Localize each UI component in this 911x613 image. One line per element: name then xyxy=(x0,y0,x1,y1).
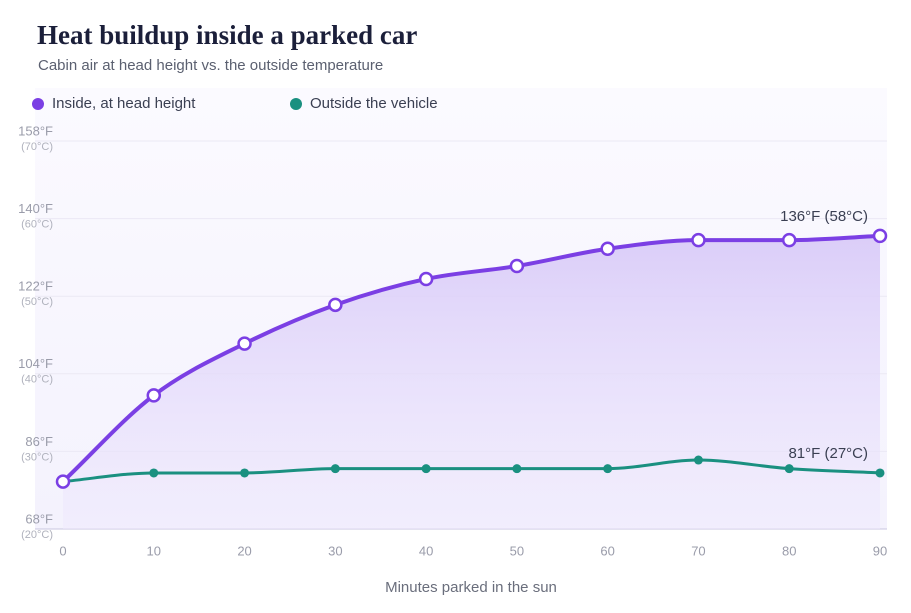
y-tick-label: 122°F xyxy=(18,279,53,294)
y-tick-label: 68°F xyxy=(25,511,53,526)
point xyxy=(240,468,250,478)
line xyxy=(61,233,881,484)
chart-subtitle: Cabin air at head height vs. the outside… xyxy=(38,57,383,74)
x-tick-label: 70 xyxy=(691,543,705,558)
point xyxy=(55,474,71,489)
point xyxy=(421,464,431,474)
x-tick-label: 50 xyxy=(510,543,524,558)
point xyxy=(237,336,252,351)
point xyxy=(330,464,340,474)
x-tick-label: 20 xyxy=(237,543,251,558)
point xyxy=(603,464,613,474)
y-tick-sublabel: (70°C) xyxy=(21,141,53,153)
point xyxy=(691,232,706,248)
y-tick-sublabel: (20°C) xyxy=(21,529,53,541)
point xyxy=(146,388,162,403)
legend-swatch xyxy=(290,98,302,110)
x-tick-label: 60 xyxy=(600,543,614,558)
line xyxy=(62,458,881,484)
point xyxy=(418,271,434,287)
x-tick-label: 30 xyxy=(328,543,342,558)
y-tick-label: 86°F xyxy=(25,434,53,449)
legend-label: Outside the vehicle xyxy=(310,95,438,112)
point xyxy=(149,468,159,478)
y-tick-sublabel: (50°C) xyxy=(21,296,53,308)
chart-title: Heat buildup inside a parked car xyxy=(37,20,417,50)
point xyxy=(509,258,525,274)
y-tick-sublabel: (60°C) xyxy=(21,219,53,231)
point xyxy=(600,241,615,257)
area xyxy=(63,235,880,529)
point xyxy=(784,464,794,474)
legend-swatch xyxy=(32,98,44,110)
point xyxy=(328,297,343,313)
y-tick-sublabel: (40°C) xyxy=(21,374,53,386)
point xyxy=(872,228,888,244)
x-tick-label: 90 xyxy=(873,543,887,558)
x-tick-label: 0 xyxy=(59,543,66,558)
annotation: 81°F (27°C) xyxy=(788,445,868,462)
annotation: 136°F (58°C) xyxy=(780,208,868,225)
legend-label: Inside, at head height xyxy=(52,95,196,112)
x-axis-label: Minutes parked in the sun xyxy=(385,579,557,596)
y-tick-label: 140°F xyxy=(18,201,53,216)
point xyxy=(512,464,522,474)
point xyxy=(781,232,797,248)
x-tick-label: 80 xyxy=(782,543,796,558)
y-tick-sublabel: (30°C) xyxy=(21,451,53,463)
y-tick-label: 158°F xyxy=(18,123,53,138)
plot: 68°F (20°C) 86°F (30°C) 104°F (40°C) 122°F (50°… xyxy=(18,95,888,558)
x-tick-label: 10 xyxy=(147,543,161,558)
y-tick-label: 104°F xyxy=(18,356,53,371)
x-tick-label: 40 xyxy=(419,543,433,558)
point xyxy=(693,455,703,465)
point xyxy=(875,468,885,478)
